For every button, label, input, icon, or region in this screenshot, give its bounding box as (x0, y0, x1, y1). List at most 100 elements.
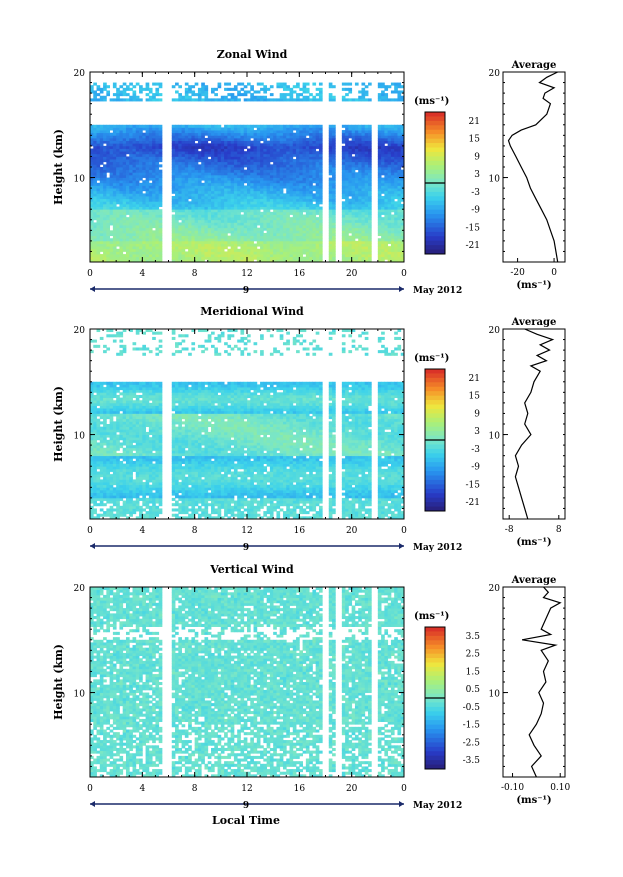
heatmap-cell (116, 220, 120, 223)
heatmap-cell (345, 138, 349, 141)
heatmap-cell (273, 183, 277, 186)
heatmap-cell (240, 138, 244, 141)
heatmap-cell (296, 193, 300, 196)
heatmap-cell (306, 141, 310, 144)
heatmap-cell (178, 125, 182, 128)
heatmap-cell (250, 209, 254, 212)
heatmap-cell (244, 185, 248, 188)
heatmap-cell (139, 167, 143, 170)
heatmap-cell (286, 238, 290, 241)
day-span-arrow-left (90, 286, 95, 292)
heatmap-cell (397, 244, 401, 247)
heatmap-cell (306, 241, 310, 244)
heatmap-cell (286, 183, 290, 186)
heatmap-cell (309, 236, 313, 239)
heatmap-cell (283, 172, 287, 175)
heatmap-cell (152, 185, 156, 188)
heatmap-cell (316, 93, 320, 96)
heatmap-cell (182, 175, 186, 178)
heatmap-cell (306, 220, 310, 223)
heatmap-cell (100, 125, 104, 128)
heatmap-cell (142, 88, 146, 91)
heatmap-cell (355, 201, 359, 204)
heatmap-cell (178, 130, 182, 133)
heatmap-cell (224, 83, 228, 86)
heatmap-cell (152, 159, 156, 162)
heatmap-cell (152, 215, 156, 218)
colorbar-segment (425, 210, 445, 215)
heatmap-cell (100, 254, 104, 257)
heatmap-cell (224, 209, 228, 212)
heatmap-cell (221, 244, 225, 247)
heatmap-cell (394, 180, 398, 183)
heatmap-cell (185, 143, 189, 146)
heatmap-cell (188, 127, 192, 130)
heatmap-cell (100, 215, 104, 218)
heatmap-cell (159, 209, 163, 212)
heatmap-cell (267, 130, 271, 133)
heatmap-cell (139, 172, 143, 175)
heatmap-cell (345, 93, 349, 96)
heatmap-cell (260, 183, 264, 186)
heatmap-cell (159, 133, 163, 136)
heatmap-cell (218, 167, 222, 170)
heatmap-cell (303, 207, 307, 210)
heatmap-cell (146, 233, 150, 236)
heatmap-cell (123, 236, 127, 239)
heatmap-cell (244, 143, 248, 146)
heatmap-cell (267, 185, 271, 188)
heatmap-cell (348, 149, 352, 152)
heatmap-cell (355, 244, 359, 247)
heatmap-cell (263, 175, 267, 178)
heatmap-cell (270, 246, 274, 249)
heatmap-cell (368, 244, 372, 247)
heatmap-cell (93, 204, 97, 207)
heatmap-cell (231, 201, 235, 204)
heatmap-cell (178, 141, 182, 144)
heatmap-cell (172, 236, 176, 239)
heatmap-cell (185, 230, 189, 233)
heatmap-cell (381, 217, 385, 220)
heatmap-cell (221, 135, 225, 138)
heatmap-cell (195, 178, 199, 181)
heatmap-cell (299, 215, 303, 218)
heatmap-cell (146, 236, 150, 239)
heatmap-cell (316, 236, 320, 239)
heatmap-cell (384, 130, 388, 133)
heatmap-cell (227, 185, 231, 188)
heatmap-cell (280, 225, 284, 228)
heatmap-cell (136, 135, 140, 138)
heatmap-cell (149, 138, 153, 141)
heatmap-cell (397, 159, 401, 162)
heatmap-cell (231, 146, 235, 149)
heatmap-cell (133, 178, 137, 181)
heatmap-cell (309, 199, 313, 202)
heatmap-cell (345, 251, 349, 254)
heatmap-cell (155, 83, 159, 86)
heatmap-cell (257, 170, 261, 173)
heatmap-cell (319, 246, 323, 249)
heatmap-cell (306, 133, 310, 136)
heatmap-cell (332, 222, 336, 225)
heatmap-cell (172, 154, 176, 157)
heatmap-cell (103, 220, 107, 223)
heatmap-cell (286, 178, 290, 181)
heatmap-cell (142, 236, 146, 239)
heatmap-cell (342, 201, 346, 204)
heatmap-cell (348, 236, 352, 239)
heatmap-cell (110, 167, 114, 170)
heatmap-cell (234, 217, 238, 220)
heatmap-cell (198, 201, 202, 204)
heatmap-cell (116, 98, 120, 101)
heatmap-cell (214, 185, 218, 188)
heatmap-cell (260, 146, 264, 149)
heatmap-cell (365, 249, 369, 252)
heatmap-cell (397, 156, 401, 159)
heatmap-cell (155, 185, 159, 188)
heatmap-cell (381, 212, 385, 215)
heatmap-cell (316, 143, 320, 146)
heatmap-cell (149, 172, 153, 175)
heatmap-cell (348, 217, 352, 220)
heatmap-cell (136, 220, 140, 223)
heatmap-cell (394, 162, 398, 165)
